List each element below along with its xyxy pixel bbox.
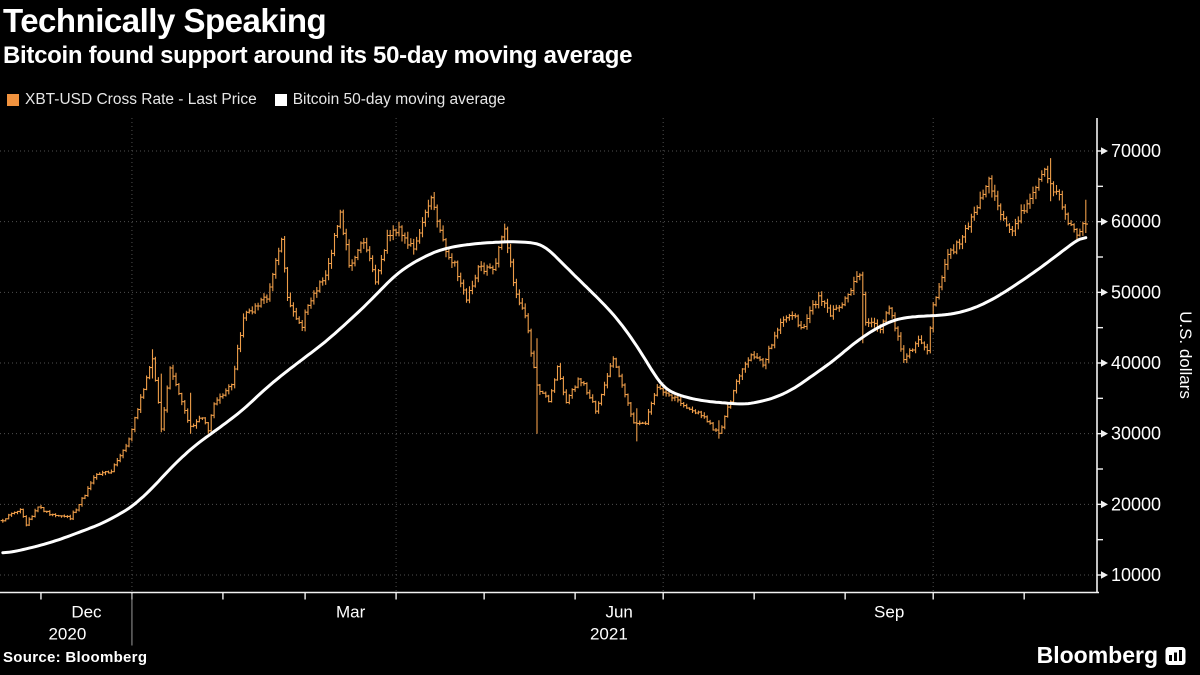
x-gridlines [131, 118, 934, 593]
svg-text:10000: 10000 [1111, 565, 1161, 585]
svg-text:Mar: Mar [336, 603, 366, 622]
svg-text:40000: 40000 [1111, 353, 1161, 373]
legend-item-price: XBT-USD Cross Rate - Last Price [7, 91, 257, 109]
legend: XBT-USD Cross Rate - Last Price Bitcoin … [7, 91, 506, 109]
svg-text:20000: 20000 [1111, 494, 1161, 514]
svg-text:60000: 60000 [1111, 212, 1161, 232]
y-axis-title: U.S. dollars [1176, 311, 1195, 399]
source-attribution: Source: Bloomberg [3, 649, 148, 666]
svg-text:Jun: Jun [605, 603, 632, 622]
svg-text:2021: 2021 [590, 625, 628, 644]
svg-text:Dec: Dec [71, 603, 102, 622]
ma-series-swatch-icon [274, 94, 287, 106]
x-axis: Dec Mar Jun Sep 2020 2021 [0, 591, 1099, 646]
svg-text:30000: 30000 [1111, 424, 1161, 444]
price-bars-series [0, 158, 1088, 527]
svg-text:U.S. dollars: U.S. dollars [1176, 311, 1195, 399]
y-axis: 10000 20000 30000 40000 50000 60000 70000 [1096, 118, 1161, 593]
svg-text:2020: 2020 [48, 625, 86, 644]
svg-text:70000: 70000 [1111, 141, 1161, 161]
svg-text:50000: 50000 [1111, 282, 1161, 302]
legend-label-price: XBT-USD Cross Rate - Last Price [25, 91, 257, 108]
legend-label-ma: Bitcoin 50-day moving average [292, 91, 506, 108]
price-series-swatch-icon [7, 94, 19, 106]
svg-text:Sep: Sep [874, 603, 904, 622]
ma-line-series [1, 236, 1088, 555]
legend-item-ma: Bitcoin 50-day moving average [274, 91, 506, 109]
y-gridlines [0, 150, 1097, 576]
page-title: Technically Speaking [3, 2, 327, 39]
bloomberg-logo: Bloomberg [1037, 642, 1186, 669]
page-subtitle: Bitcoin found support around its 50-day … [3, 42, 633, 69]
bloomberg-logo-text: Bloomberg [1036, 642, 1158, 668]
bar-chart-icon [1165, 646, 1186, 665]
